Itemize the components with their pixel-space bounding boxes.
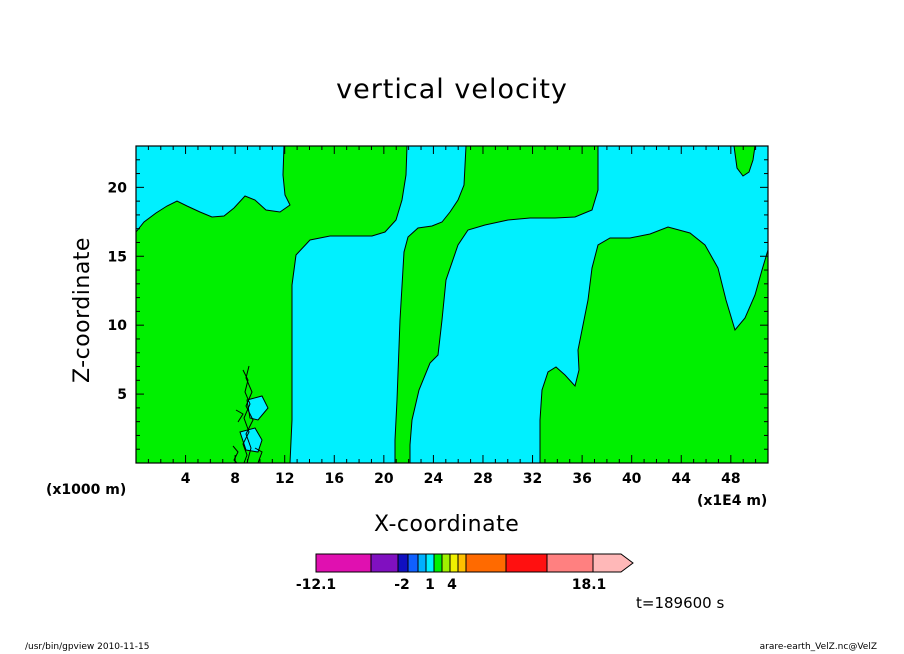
footer-right: arare-earth_VelZ.nc@VelZ: [759, 642, 877, 652]
colorbar-segment: [315, 553, 372, 573]
x-axis-label: X-coordinate: [374, 512, 520, 537]
time-label: t=189600 s: [636, 594, 725, 612]
colorbar-segment: [441, 553, 451, 573]
colorbar-segment: [407, 553, 419, 573]
y-axis-label: Z-coordinate: [70, 237, 95, 383]
chart-title: vertical velocity: [336, 74, 568, 105]
colorbar-segment: [397, 553, 409, 573]
x-tick-label: 32: [523, 471, 542, 487]
x-tick-label: 48: [721, 471, 740, 487]
colorbar-segment: [449, 553, 459, 573]
small-scale-feature: [239, 395, 269, 453]
x-tick-label: 40: [622, 471, 642, 487]
colorbar-label: -12.1: [296, 577, 336, 593]
colorbar-arrow: [592, 553, 634, 573]
colorbar-label: 1: [425, 577, 435, 593]
x-tick-label: 8: [230, 471, 240, 487]
plot-frame: [135, 145, 769, 464]
colorbar-segment: [505, 553, 548, 573]
colorbar-segment: [457, 553, 467, 573]
colorbar: [315, 553, 634, 573]
colorbar-segment: [433, 553, 443, 573]
negative-velocity-top-region: [135, 145, 291, 234]
x-tick-label: 28: [473, 471, 492, 487]
y-tick-label: 10: [108, 318, 128, 334]
x-tick-label: 36: [572, 471, 591, 487]
x-tick-label: 24: [424, 471, 444, 487]
footer-left: /usr/bin/gpview 2010-11-15: [25, 642, 150, 652]
x-tick-label: 12: [275, 471, 294, 487]
y-tick-label: 5: [117, 387, 127, 403]
axis-ticks: [136, 146, 768, 463]
x-axis-unit: (x1E4 m): [697, 493, 768, 509]
colorbar-segment: [465, 553, 507, 573]
colorbar-labels: -12.1 -2 1 4 18.1: [296, 577, 606, 593]
x-tick-label: 16: [325, 471, 344, 487]
colorbar-segment: [370, 553, 399, 573]
y-tick-label: 15: [108, 249, 127, 265]
colorbar-segment: [546, 553, 594, 573]
colorbar-label: 18.1: [572, 577, 607, 593]
y-axis-unit: (x1000 m): [46, 482, 127, 498]
colorbar-label: -2: [394, 577, 410, 593]
y-tick-label: 20: [108, 180, 128, 196]
x-tick-label: 4: [181, 471, 191, 487]
x-tick-label: 44: [672, 471, 692, 487]
colorbar-label: 4: [447, 577, 457, 593]
x-tick-label: 20: [374, 471, 394, 487]
colorbar-segment: [417, 553, 427, 573]
colorbar-segment: [425, 553, 435, 573]
